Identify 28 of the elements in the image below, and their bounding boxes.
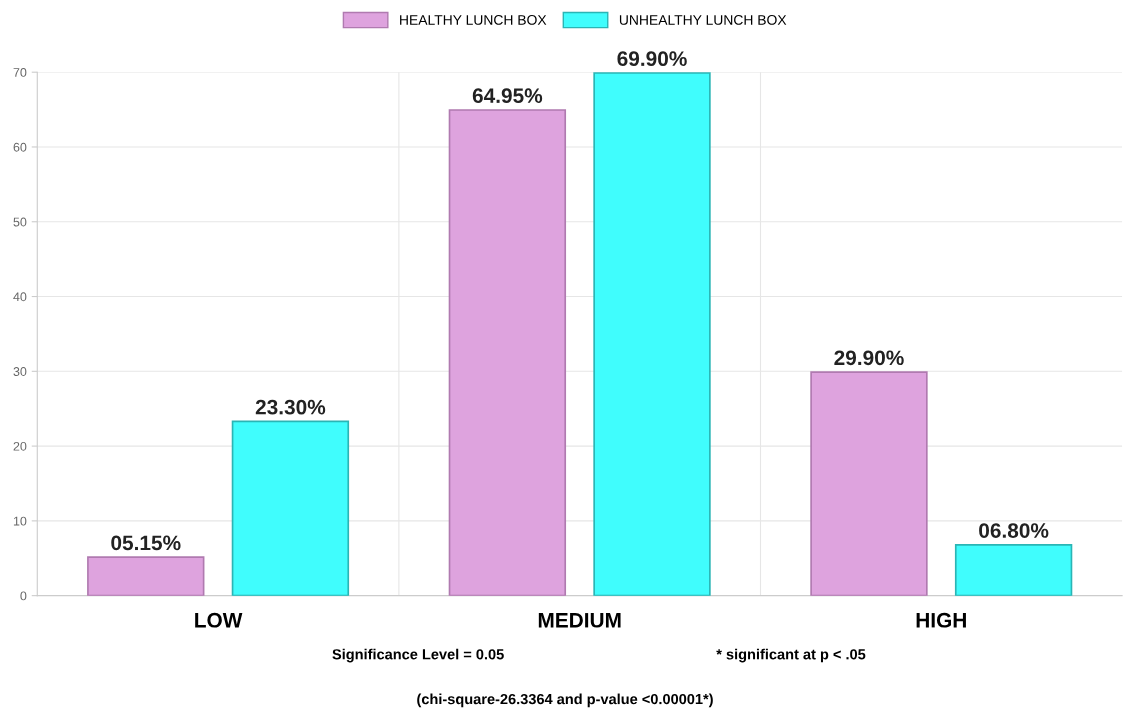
y-tick-label: 30 bbox=[13, 367, 27, 376]
bar bbox=[810, 371, 928, 596]
y-tick-label: 50 bbox=[13, 217, 27, 227]
x-tick-label: MEDIUM bbox=[538, 613, 621, 628]
y-tick-label: 10 bbox=[13, 516, 27, 526]
y-tick-label: 20 bbox=[13, 441, 27, 451]
text: Significance Level = 0.05 bbox=[332, 648, 504, 663]
data-label: 64.95% bbox=[472, 88, 543, 104]
y-tick-label: 60 bbox=[13, 142, 27, 152]
bar bbox=[593, 72, 711, 596]
legend-label: UNHEALTHY LUNCH BOX bbox=[619, 15, 787, 25]
text: (chi-square-26.3364 and p-value <0.00001*) bbox=[417, 693, 713, 708]
bar bbox=[954, 543, 1073, 596]
data-label: 23.30% bbox=[255, 399, 326, 415]
data-label: 29.90% bbox=[834, 350, 904, 366]
y-tick-label: 70 bbox=[13, 68, 27, 77]
y-tick-label: 40 bbox=[13, 292, 27, 302]
y-tick-label: 0 bbox=[20, 591, 27, 601]
bar bbox=[231, 420, 350, 596]
bar bbox=[448, 109, 567, 596]
data-label: 06.80% bbox=[979, 523, 1049, 538]
text: * significant at p < .05 bbox=[716, 648, 866, 663]
data-label: 05.15% bbox=[111, 535, 181, 551]
x-tick-label: HIGH bbox=[916, 612, 966, 628]
data-label: 69.90% bbox=[617, 51, 687, 67]
bar bbox=[87, 556, 205, 596]
x-tick-label: LOW bbox=[195, 612, 243, 628]
legend-label: HEALTHY LUNCH BOX bbox=[400, 15, 547, 25]
